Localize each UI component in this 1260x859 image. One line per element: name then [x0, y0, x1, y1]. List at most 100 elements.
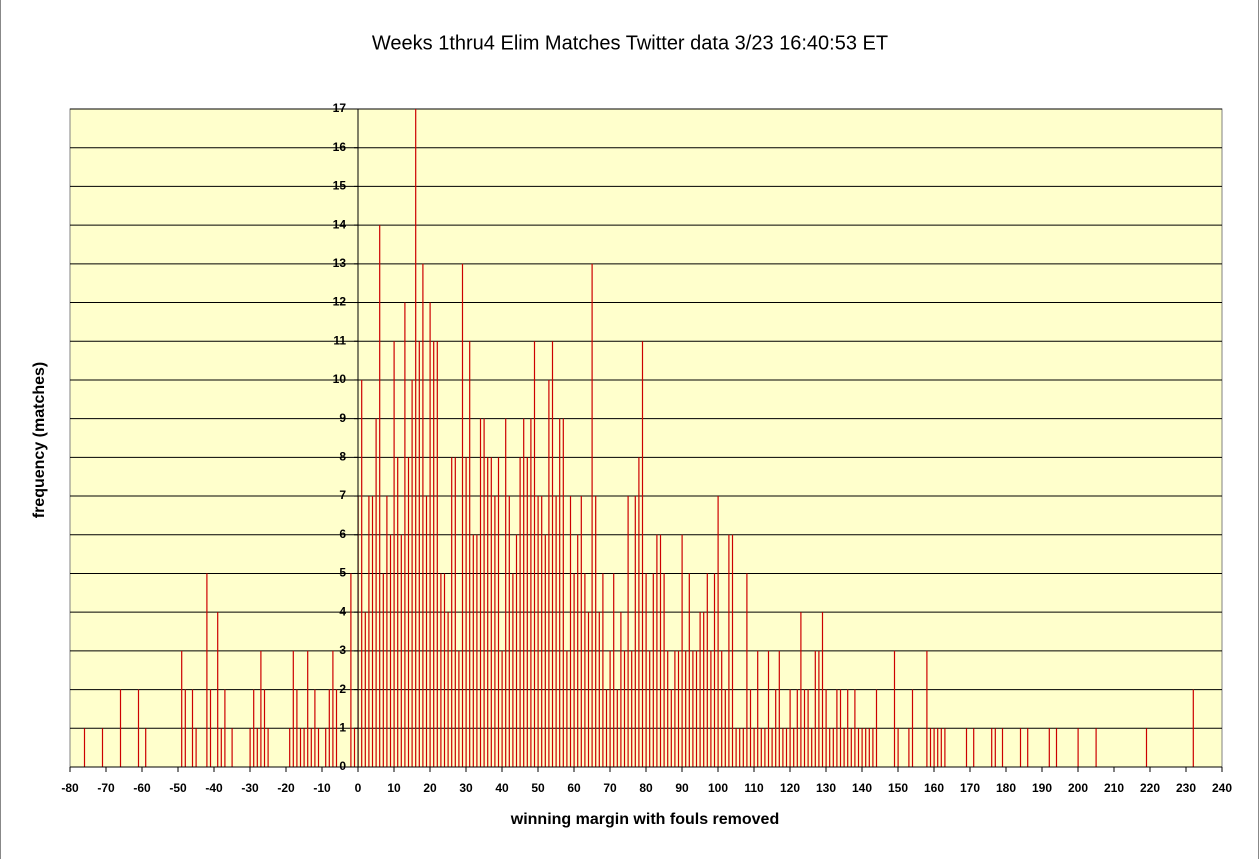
bar	[310, 728, 312, 767]
bar	[454, 457, 456, 767]
bar	[724, 689, 726, 767]
bar	[692, 650, 694, 767]
bar	[472, 534, 474, 767]
bar	[991, 728, 993, 767]
bar	[314, 689, 316, 767]
bar	[728, 534, 730, 767]
bar	[307, 650, 309, 767]
x-tick-label: 100	[708, 781, 728, 795]
y-axis-label: frequency (matches)	[31, 362, 48, 519]
bar	[515, 534, 518, 767]
bar	[512, 573, 514, 767]
bar	[1027, 728, 1029, 767]
x-tick-label: -50	[169, 781, 187, 795]
bar	[829, 728, 831, 767]
x-axis-label: winning margin with fouls removed	[510, 811, 779, 828]
x-tick-label: 170	[960, 781, 980, 795]
bar	[400, 534, 402, 767]
bar	[843, 728, 845, 767]
y-tick-label: 14	[333, 217, 347, 231]
bar	[332, 650, 334, 767]
bar	[231, 728, 233, 767]
bar	[465, 457, 467, 767]
bar	[731, 534, 734, 767]
bar	[548, 379, 550, 767]
bar	[544, 534, 546, 767]
bar	[433, 341, 435, 767]
y-tick-label: 5	[339, 566, 346, 580]
bar	[717, 496, 719, 767]
x-tick-label: 20	[423, 781, 437, 795]
bar	[458, 650, 460, 767]
bar	[641, 341, 644, 767]
bar	[713, 573, 716, 767]
x-tick-label: 140	[852, 781, 872, 795]
x-tick-label: 160	[924, 781, 944, 795]
bar	[753, 728, 755, 767]
bar	[602, 573, 604, 767]
x-tick-label: 50	[531, 781, 545, 795]
bar	[206, 573, 208, 767]
bar	[559, 418, 561, 767]
bar	[440, 573, 442, 767]
bar	[832, 728, 834, 767]
bar	[577, 534, 579, 767]
bar	[623, 650, 626, 767]
bar	[742, 728, 744, 767]
bar	[303, 728, 305, 767]
y-tick-label: 6	[339, 527, 346, 541]
bar	[573, 573, 575, 767]
bar	[267, 728, 269, 767]
bar	[533, 341, 536, 767]
bar	[119, 689, 122, 767]
bar	[425, 496, 428, 767]
bar	[796, 689, 798, 767]
bar	[746, 573, 748, 767]
bar	[436, 341, 438, 767]
bar	[785, 728, 788, 767]
bar	[217, 612, 219, 767]
y-tick-label: 3	[339, 643, 346, 657]
y-tick-label: 2	[339, 682, 346, 696]
bar	[681, 534, 683, 767]
bar	[944, 728, 946, 767]
bar	[739, 728, 741, 767]
bar	[814, 650, 816, 767]
bar	[850, 728, 852, 767]
bar	[771, 728, 773, 767]
bar	[1192, 689, 1194, 767]
bar	[649, 650, 651, 767]
bar	[476, 534, 478, 767]
x-tick-label: 30	[459, 781, 473, 795]
y-tick-label: 11	[333, 333, 346, 347]
y-tick-label: 16	[333, 140, 347, 154]
bar	[861, 728, 863, 767]
bar	[407, 457, 410, 767]
x-tick-label: 210	[1104, 781, 1124, 795]
y-tick-label: 15	[333, 179, 347, 193]
bar	[645, 573, 647, 767]
bar	[1145, 728, 1148, 767]
bar	[487, 457, 489, 767]
bar	[789, 689, 791, 767]
bar	[375, 418, 377, 767]
bar	[778, 650, 780, 767]
bar	[800, 612, 802, 767]
bar	[908, 728, 910, 767]
bar	[854, 689, 856, 767]
bar	[443, 573, 446, 767]
bar	[659, 534, 662, 767]
bar	[289, 728, 291, 767]
x-tick-label: 110	[744, 781, 764, 795]
y-tick-label: 9	[339, 411, 346, 425]
bar	[411, 379, 413, 767]
y-tick-label: 12	[333, 295, 347, 309]
bar	[490, 457, 492, 767]
x-tick-label: 230	[1176, 781, 1196, 795]
bar	[353, 728, 356, 767]
bar	[782, 728, 784, 767]
bar	[857, 728, 860, 767]
bar	[652, 573, 654, 767]
bar	[397, 457, 399, 767]
